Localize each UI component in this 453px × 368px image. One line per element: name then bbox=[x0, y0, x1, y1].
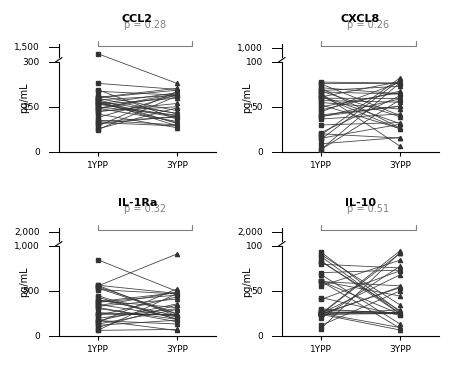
Text: p = 0.26: p = 0.26 bbox=[347, 20, 390, 30]
Text: pg/mL: pg/mL bbox=[242, 83, 252, 113]
Text: 50: 50 bbox=[251, 103, 263, 112]
Text: 1,500: 1,500 bbox=[14, 43, 40, 52]
Text: 0: 0 bbox=[257, 332, 263, 340]
Text: 1,000: 1,000 bbox=[14, 242, 40, 251]
Text: 300: 300 bbox=[23, 58, 40, 67]
Title: CXCL8: CXCL8 bbox=[341, 14, 380, 24]
Text: 100: 100 bbox=[246, 242, 263, 251]
Text: p = 0.32: p = 0.32 bbox=[124, 204, 166, 214]
Text: 2,000: 2,000 bbox=[237, 228, 263, 237]
Text: 150: 150 bbox=[23, 103, 40, 112]
Text: 1,000: 1,000 bbox=[237, 44, 263, 53]
Text: pg/mL: pg/mL bbox=[19, 83, 29, 113]
Title: IL-1Ra: IL-1Ra bbox=[118, 198, 157, 208]
Text: 2,000: 2,000 bbox=[14, 228, 40, 237]
Text: p = 0.51: p = 0.51 bbox=[347, 204, 390, 214]
Text: 0: 0 bbox=[34, 148, 40, 156]
Text: pg/mL: pg/mL bbox=[19, 267, 29, 297]
Title: CCL2: CCL2 bbox=[122, 14, 153, 24]
Text: 0: 0 bbox=[257, 148, 263, 156]
Text: 500: 500 bbox=[23, 287, 40, 296]
Text: pg/mL: pg/mL bbox=[242, 267, 252, 297]
Text: 50: 50 bbox=[251, 287, 263, 296]
Text: 100: 100 bbox=[246, 58, 263, 67]
Title: IL-10: IL-10 bbox=[345, 198, 376, 208]
Text: 0: 0 bbox=[34, 332, 40, 340]
Text: p = 0.28: p = 0.28 bbox=[124, 20, 166, 30]
